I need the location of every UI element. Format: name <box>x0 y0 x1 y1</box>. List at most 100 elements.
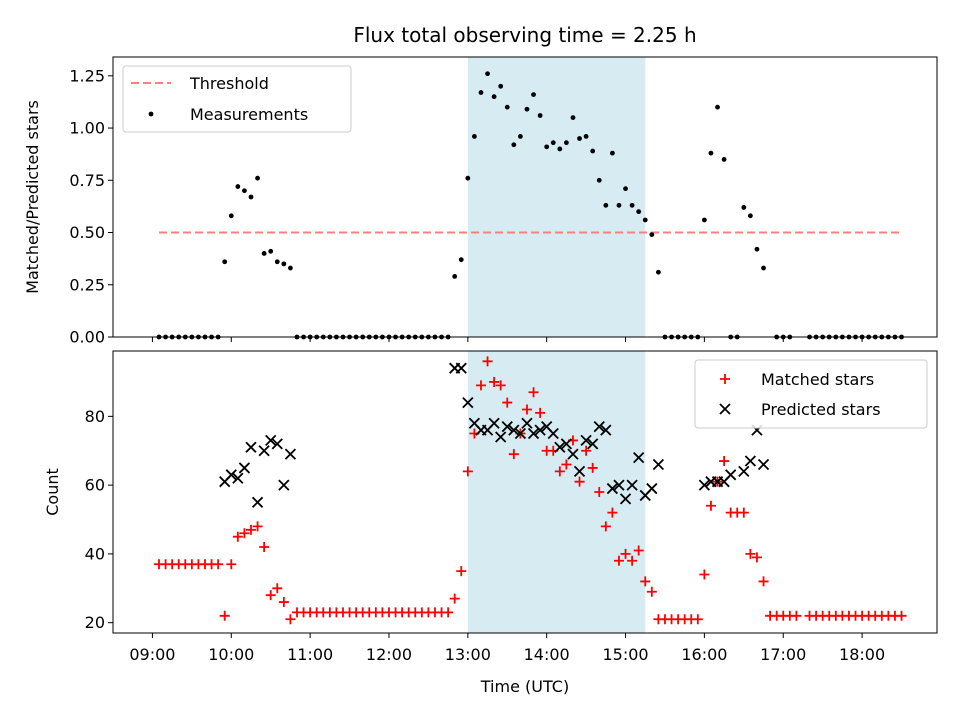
predicted-point <box>251 496 264 508</box>
predicted-point <box>514 427 527 440</box>
x-tick-label: 11:00 <box>287 645 333 664</box>
predicted-point <box>455 362 467 374</box>
y-tick-label: 1.25 <box>69 66 105 85</box>
measurement-point <box>655 269 661 275</box>
measurement-point <box>715 104 720 110</box>
measurement-point <box>472 134 477 139</box>
matched-point <box>561 459 572 470</box>
predicted-point <box>606 482 619 495</box>
matched-point <box>581 445 592 456</box>
predicted-point <box>738 465 750 478</box>
highlight-span <box>467 351 646 633</box>
matched-point <box>449 593 460 604</box>
count-panel: 20 40 60 80 09:00 10:00 11:00 12:00 13:00 14:00 15… <box>43 350 938 664</box>
y-tick-label: 0.00 <box>69 328 105 347</box>
legend-swatch-measurements <box>148 111 154 117</box>
predicted-point <box>284 448 297 460</box>
x-tick-label: 17:00 <box>760 645 806 664</box>
predicted-point <box>238 462 251 474</box>
predicted-point <box>245 441 257 453</box>
matched-point <box>443 607 454 618</box>
matched-point <box>508 449 519 460</box>
predicted-point <box>633 451 645 464</box>
predicted-point <box>258 445 270 457</box>
predicted-point <box>580 434 592 447</box>
measurement-point <box>754 246 760 252</box>
predicted-point <box>587 438 599 450</box>
legend-label: Measurements <box>190 105 308 124</box>
measurement-point <box>557 146 563 152</box>
matched-point <box>607 507 618 518</box>
matched-point <box>896 610 907 621</box>
x-tick-label: 14:00 <box>524 645 570 664</box>
measurement-point <box>642 217 648 223</box>
matched-point <box>213 559 224 570</box>
measurement-point <box>721 156 727 162</box>
predicted-point <box>725 469 737 481</box>
predicted-point <box>501 421 513 433</box>
measurement-point <box>242 188 247 194</box>
measurement-point <box>485 71 490 77</box>
y-axis-label: Matched/Predicted stars <box>23 100 42 294</box>
measurement-point <box>570 115 576 120</box>
matched-point <box>265 590 276 601</box>
y-tick-label: 40 <box>85 544 105 563</box>
predicted-point <box>521 417 533 429</box>
measurement-point <box>268 248 274 254</box>
legend-swatch-matched <box>720 374 730 384</box>
y-axis-label: Count <box>43 468 62 516</box>
y-tick-label: 80 <box>85 407 105 426</box>
predicted-point <box>554 441 566 453</box>
legend-label: Threshold <box>189 74 269 93</box>
predicted-point <box>626 479 638 491</box>
measurement-point <box>248 194 254 200</box>
measurement-point <box>235 184 241 189</box>
predicted-point <box>547 427 559 440</box>
matched-point <box>252 521 263 532</box>
predicted-point <box>225 469 237 481</box>
measurement-point <box>741 205 747 210</box>
predicted-point <box>488 417 500 429</box>
matched-point <box>232 531 243 542</box>
predicted-point <box>271 438 283 450</box>
x-tick-label: 12:00 <box>366 645 412 664</box>
predicted-point <box>462 396 474 409</box>
x-tick-label: 15:00 <box>602 645 648 664</box>
legend: Matched stars Predicted stars <box>694 359 928 429</box>
ratio-panel: 0.00 0.25 0.50 0.75 1.00 1.25 Matched/Predicte… <box>23 56 938 347</box>
matched-point <box>745 548 756 559</box>
x-axis-label: Time (UTC) <box>480 677 569 696</box>
matched-point <box>285 614 296 625</box>
matched-point <box>462 466 473 477</box>
y-tick-label: 1.00 <box>69 119 105 138</box>
predicted-point <box>646 482 658 495</box>
measurement-point <box>596 177 602 183</box>
predicted-point <box>593 421 605 433</box>
matched-point <box>502 397 513 408</box>
measurement-point <box>550 140 556 146</box>
matched-point <box>751 552 762 563</box>
matched-point <box>791 610 802 621</box>
measurement-point <box>478 90 484 95</box>
matched-point <box>521 404 532 415</box>
matched-point <box>646 586 657 597</box>
predicted-point <box>619 493 632 505</box>
highlight-span <box>467 57 646 337</box>
plot-frame <box>112 56 938 338</box>
matched-point <box>456 566 467 577</box>
measurement-point <box>288 265 293 271</box>
predicted-point <box>232 472 244 484</box>
matched-point <box>587 462 598 473</box>
measurement-point <box>544 144 550 150</box>
legend-label: Predicted stars <box>761 400 881 419</box>
measurement-point <box>255 175 260 181</box>
measurement-point <box>616 202 622 208</box>
matched-point <box>482 356 493 367</box>
measurement-point <box>761 265 766 271</box>
measurement-point <box>747 213 753 219</box>
measurement-point <box>274 259 280 265</box>
matched-point <box>272 583 283 594</box>
matched-point <box>738 507 749 518</box>
matched-point <box>758 576 769 587</box>
matched-point <box>489 376 500 387</box>
